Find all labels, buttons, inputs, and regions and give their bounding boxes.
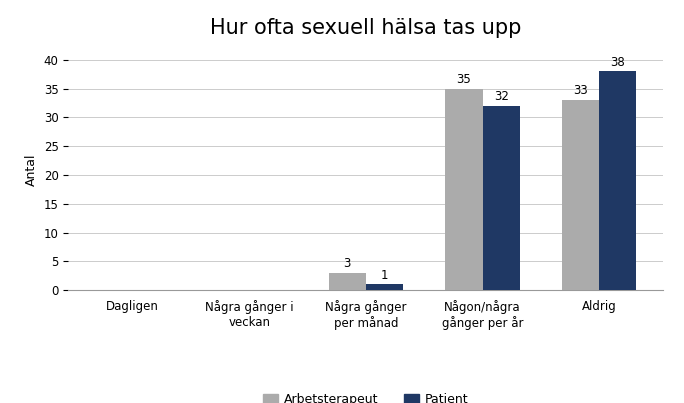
Text: 1: 1 [381,268,389,282]
Text: 38: 38 [610,56,625,69]
Bar [599,71,636,290]
Bar [445,89,482,290]
Text: 35: 35 [456,73,471,86]
Title: Hur ofta sexuell hälsa tas upp: Hur ofta sexuell hälsa tas upp [210,19,522,38]
Bar [482,106,520,290]
Bar [562,100,599,290]
Legend: Arbetsterapeut, Patient: Arbetsterapeut, Patient [258,388,474,403]
Bar [328,273,366,290]
Y-axis label: Antal: Antal [25,153,38,185]
Text: 32: 32 [494,90,509,103]
Text: 3: 3 [343,257,351,270]
Bar [366,285,404,290]
Text: 33: 33 [573,84,588,97]
